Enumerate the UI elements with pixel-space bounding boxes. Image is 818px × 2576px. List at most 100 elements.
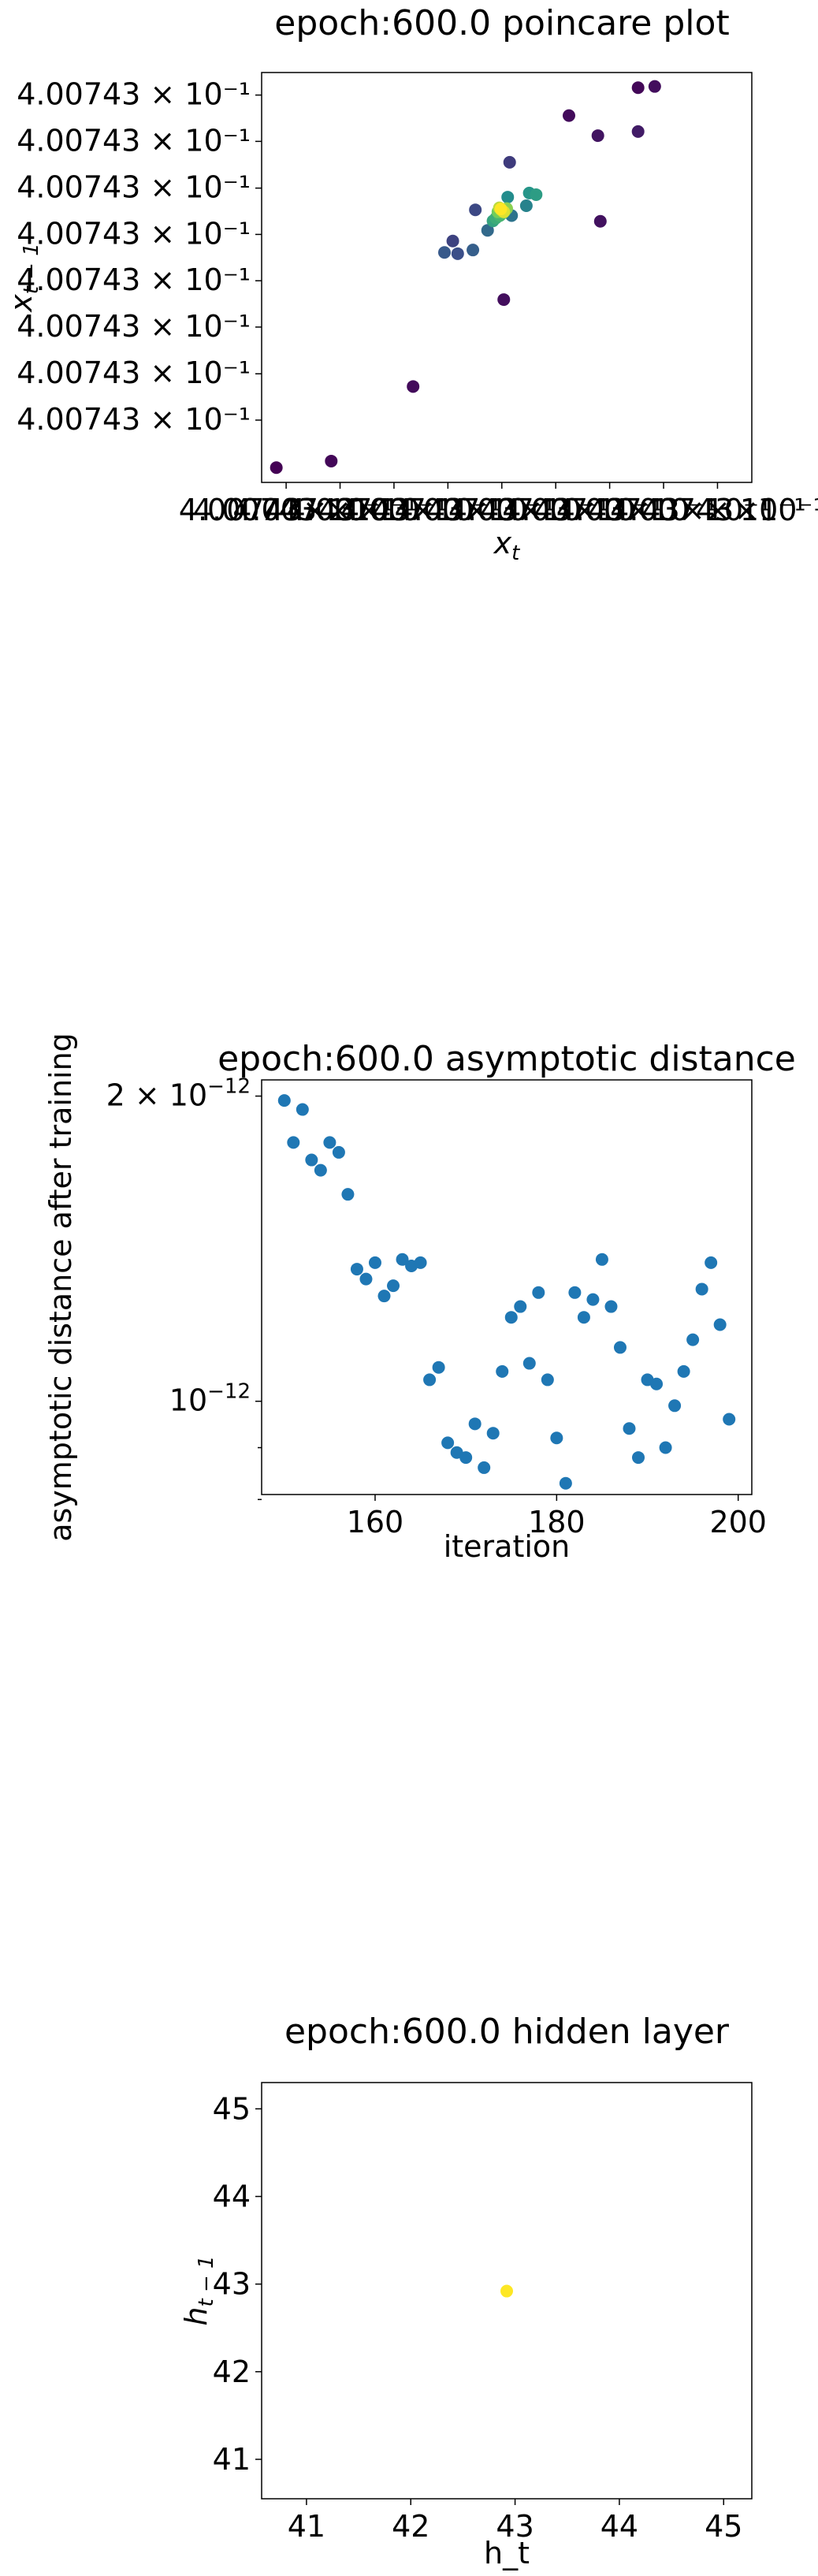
asymptotic-point-18 (441, 1436, 455, 1450)
asymptotic-point-49 (723, 1413, 736, 1426)
hidden-layer-y-tick-label: 41 (213, 2442, 251, 2477)
asymptotic-point-35 (595, 1253, 608, 1266)
asymptotic-point-27 (522, 1357, 536, 1370)
poincare-plot-frame (261, 72, 753, 483)
asymptotic-point-28 (532, 1286, 545, 1299)
poincare-point-3 (497, 293, 511, 307)
poincare-point-21 (530, 188, 543, 201)
asymptotic-point-7 (341, 1188, 355, 1201)
poincare-x-tick-label: 4.00743×10⁻¹ (610, 493, 818, 527)
poincare-y-tick-label: 4.00743 × 10⁻¹ (17, 262, 251, 297)
asymptotic-point-32 (568, 1286, 582, 1299)
asymptotic-point-37 (613, 1341, 627, 1354)
poincare-y-tick-label: 4.00743 × 10⁻¹ (17, 309, 251, 344)
hidden-layer-x-tick-label: 45 (705, 2509, 742, 2544)
hidden-layer-y-tick-label: 45 (213, 2091, 251, 2126)
poincare-y-tick-label: 4.00743 × 10⁻¹ (17, 123, 251, 158)
asymptotic-point-4 (314, 1163, 327, 1177)
asymptotic-point-12 (387, 1279, 400, 1293)
poincare-point-11 (451, 247, 464, 260)
asymptotic-point-6 (332, 1145, 345, 1159)
asymptotic-point-42 (659, 1441, 672, 1454)
poincare-point-10 (446, 234, 459, 248)
hidden-layer-y-tick-label: 42 (213, 2355, 251, 2389)
poincare-point-15 (503, 155, 516, 169)
asymptotic-point-25 (504, 1311, 518, 1324)
poincare-x-tick-label: 4.00743×10⁻¹ (448, 493, 664, 527)
asymptotic-point-30 (550, 1431, 563, 1445)
asymptotic-y-tick-label: 10−12 (169, 1380, 251, 1418)
asymptotic-point-24 (496, 1364, 509, 1378)
hidden-layer-x-ticks: 41 42 43 44 45 (288, 2499, 742, 2544)
hidden-layer-chart: epoch:600.0 hidden layer 41 42 43 44 45 41 42… (179, 2012, 753, 2570)
poincare-point-0 (270, 461, 283, 475)
poincare-y-tick-label: 4.00743 × 10⁻¹ (17, 216, 251, 251)
hidden-layer-x-tick-label: 42 (392, 2509, 429, 2544)
hidden-layer-y-tick-label: 44 (213, 2180, 251, 2214)
asymptotic-y-ticks: 2 × 10−12 10−12 (106, 1075, 262, 1501)
asymptotic-point-3 (305, 1153, 318, 1167)
poincare-y-tick-label: 4.00743 × 10⁻¹ (17, 356, 251, 390)
asymptotic-point-9 (359, 1272, 373, 1286)
hidden-layer-y-tick-label: 43 (213, 2267, 251, 2302)
poincare-x-tick-label: 4.00743×10⁻¹ (394, 493, 609, 527)
asymptotic-point-38 (623, 1422, 636, 1435)
asymptotic-point-21 (468, 1417, 482, 1431)
asymptotic-point-39 (632, 1451, 645, 1465)
poincare-x-axis-text-right: × 10⁻¹ (705, 493, 806, 527)
hidden-layer-y-label: ht − 1 (179, 2255, 218, 2325)
asymptotic-points (277, 1094, 736, 1490)
hidden-layer-x-label: h_t (484, 2536, 530, 2570)
poincare-x-label: xt (493, 526, 521, 565)
asymptotic-point-41 (650, 1377, 664, 1390)
poincare-x-ticks: 4.00743×10⁻¹4.00743×10⁻¹4.00743×10⁻¹4.00… (179, 482, 818, 527)
asymptotic-point-0 (277, 1094, 291, 1107)
poincare-point-8 (648, 80, 661, 93)
poincare-point-1 (325, 454, 338, 467)
poincare-point-4 (593, 214, 607, 228)
poincare-title: epoch:600.0 poincare plot (274, 3, 729, 43)
hidden-layer-point-0 (500, 2284, 513, 2298)
poincare-x-axis-text: 4.00743 ×10⁻¹ (193, 493, 418, 527)
asymptotic-point-45 (686, 1333, 700, 1346)
poincare-point-14 (469, 203, 482, 217)
hidden-layer-x-tick-label: 44 (600, 2509, 638, 2544)
hidden-layer-title: epoch:600.0 hidden layer (284, 2012, 730, 2052)
asymptotic-point-17 (432, 1361, 445, 1374)
asymptotic-point-11 (377, 1290, 391, 1303)
asymptotic-point-1 (287, 1136, 300, 1149)
poincare-chart: epoch:600.0 poincare plot 4.00743 × 10⁻¹… (4, 3, 818, 565)
asymptotic-x-ticks: 160 180 200 (347, 1495, 767, 1539)
asymptotic-point-43 (668, 1399, 682, 1413)
poincare-x-tick-label: 4.00743×10⁻¹ (179, 493, 394, 527)
asymptotic-point-26 (514, 1300, 527, 1313)
poincare-point-19 (501, 191, 515, 204)
asymptotic-point-33 (577, 1311, 590, 1324)
asymptotic-point-8 (350, 1263, 363, 1276)
poincare-point-32 (494, 203, 508, 216)
asymptotic-point-16 (423, 1373, 437, 1387)
asymptotic-point-20 (459, 1451, 473, 1465)
asymptotic-point-22 (478, 1461, 491, 1474)
asymptotic-x-label: iteration (444, 1529, 571, 1564)
asymptotic-chart: epoch:600.0 asymptotic distance 2 × 10−1… (43, 1033, 796, 1564)
asymptotic-point-5 (323, 1136, 336, 1149)
poincare-points (270, 80, 661, 475)
poincare-point-12 (438, 246, 452, 259)
poincare-x-tick-label: 4.00743×10⁻¹ (232, 493, 448, 527)
asymptotic-y-label: asymptotic distance after training (43, 1033, 78, 1542)
poincare-point-2 (407, 380, 420, 393)
poincare-x-tick-label: 4.00743×10⁻¹ (340, 493, 556, 527)
asymptotic-x-tick-label: 160 (347, 1505, 404, 1539)
poincare-x-tick-label: 4.00743×10⁻¹ (502, 493, 717, 527)
asymptotic-plot-frame (261, 1079, 753, 1495)
asymptotic-y-tick-label: 2 × 10−12 (106, 1075, 251, 1113)
hidden-layer-y-ticks: 41 42 43 44 45 (213, 2091, 262, 2477)
poincare-y-tick-label: 4.00743 × 10⁻¹ (17, 170, 251, 205)
hidden-layer-plot-frame (261, 2082, 753, 2500)
asymptotic-point-44 (677, 1364, 690, 1378)
hidden-layer-points (500, 2284, 513, 2298)
asymptotic-point-36 (604, 1300, 618, 1313)
poincare-point-7 (631, 81, 645, 95)
